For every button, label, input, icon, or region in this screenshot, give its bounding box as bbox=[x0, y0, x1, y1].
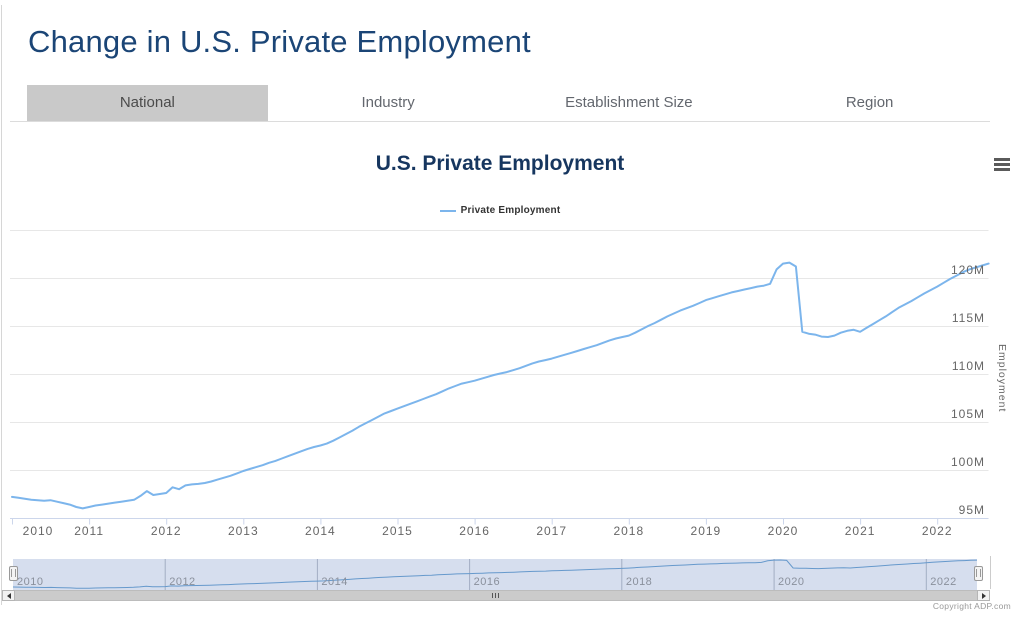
x-axis-label: 2014 bbox=[305, 524, 336, 538]
chart-title: U.S. Private Employment bbox=[375, 152, 625, 175]
navigator-year-label: 2020 bbox=[778, 576, 805, 588]
plot-area[interactable]: 120M 115M 110M 105M 100M 95M 2010 2011 2012 2013… bbox=[10, 230, 990, 538]
y-axis-label: 110M bbox=[951, 359, 985, 373]
y-axis-label: 100M bbox=[950, 455, 985, 469]
page-title: Change in U.S. Private Employment bbox=[28, 24, 531, 59]
x-axis-label: 2016 bbox=[459, 524, 490, 538]
x-axis-label: 2019 bbox=[690, 524, 722, 538]
x-axis-label: 2011 bbox=[74, 524, 104, 538]
handle-grip bbox=[976, 569, 981, 577]
navigator-year-label: 2014 bbox=[321, 576, 348, 588]
navigator-mini-chart bbox=[12, 559, 978, 590]
x-axis-label: 2012 bbox=[150, 524, 182, 538]
navigator-handle-left-icon[interactable] bbox=[9, 566, 18, 581]
tab-establishment-size[interactable]: Establishment Size bbox=[565, 94, 693, 111]
right-arrow-icon bbox=[981, 593, 986, 599]
x-axis-label: 2021 bbox=[844, 524, 876, 538]
navigator-year-label: 2012 bbox=[169, 576, 196, 588]
page-left-border bbox=[1, 5, 2, 605]
x-axis-label: 2020 bbox=[767, 524, 799, 538]
scrollbar-right-button[interactable] bbox=[977, 590, 990, 601]
navigator-right-border bbox=[990, 556, 991, 589]
legend-line-icon bbox=[439, 209, 456, 212]
menu-bar bbox=[994, 158, 1010, 161]
x-axis-label: 2018 bbox=[613, 524, 645, 538]
y-axis-title: Employment bbox=[996, 344, 1008, 413]
y-axis-label: 120M bbox=[950, 263, 985, 277]
y-axis-label: 115M bbox=[951, 311, 985, 325]
scrollbar-track[interactable] bbox=[2, 590, 990, 601]
navigator-handle-right-icon[interactable] bbox=[974, 566, 983, 581]
navigator-year-label: 2018 bbox=[625, 576, 653, 588]
menu-bar bbox=[994, 163, 1010, 166]
tab-bar: National Industry Establishment Size Reg… bbox=[27, 85, 990, 121]
y-axis-label: 95M bbox=[958, 503, 985, 517]
legend[interactable]: Private Employment bbox=[10, 205, 990, 216]
y-axis-label: 105M bbox=[950, 407, 985, 421]
tab-bar-underline bbox=[10, 121, 990, 122]
x-axis-label: 2015 bbox=[382, 524, 413, 538]
menu-bar bbox=[994, 168, 1010, 171]
x-axis-label: 2017 bbox=[536, 524, 568, 538]
tab-national[interactable]: National bbox=[27, 85, 268, 121]
legend-label: Private Employment bbox=[460, 205, 561, 216]
x-axis-label: 2022 bbox=[921, 524, 953, 538]
employment-line-chart bbox=[10, 230, 990, 525]
hamburger-menu-icon[interactable] bbox=[994, 158, 1010, 171]
tab-industry[interactable]: Industry bbox=[361, 94, 415, 111]
navigator-year-label: 2010 bbox=[17, 576, 44, 588]
x-axis-label: 2010 bbox=[22, 524, 54, 538]
left-arrow-icon bbox=[6, 593, 11, 599]
x-axis-label: 2013 bbox=[227, 524, 259, 538]
copyright-label: Copyright ADP.com bbox=[932, 601, 1011, 611]
tab-region[interactable]: Region bbox=[845, 94, 894, 111]
navigator-year-label: 2022 bbox=[930, 576, 957, 588]
navigator[interactable]: 2010 2012 2014 2016 2018 2020 2022 bbox=[12, 559, 978, 590]
handle-grip bbox=[11, 569, 16, 577]
scrollbar-left-button[interactable] bbox=[2, 590, 15, 601]
navigator-year-label: 2016 bbox=[473, 576, 501, 588]
scrollbar-grip-icon[interactable] bbox=[492, 593, 501, 598]
